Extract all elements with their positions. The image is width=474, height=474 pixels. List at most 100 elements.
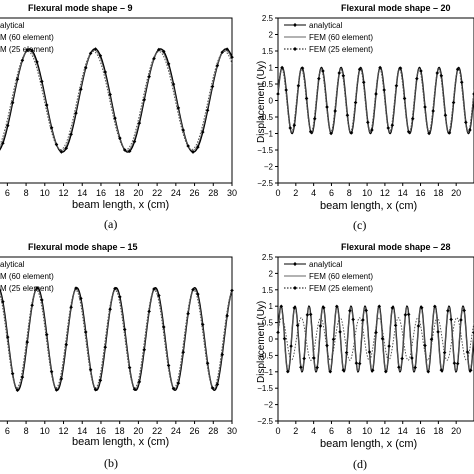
analytical-point	[171, 386, 176, 391]
x-tick-label: 14	[398, 188, 408, 198]
x-tick-label: 26	[190, 188, 200, 198]
analytical-point	[464, 120, 468, 125]
analytical-point	[353, 100, 358, 105]
x-tick-label: 8	[347, 426, 352, 436]
analytical-point	[98, 378, 103, 383]
analytical-point	[292, 306, 297, 310]
analytical-point	[345, 113, 350, 118]
analytical-point	[1, 141, 5, 146]
analytical-point	[367, 350, 372, 354]
analytical-point	[225, 47, 229, 52]
panel-d-xlabel: beam length, x (cm)	[320, 438, 418, 450]
analytical-point	[220, 352, 225, 357]
analytical-point	[468, 128, 472, 132]
analytical-point	[152, 287, 156, 291]
y-tick-label: 1.5	[262, 47, 274, 56]
analytical-point	[200, 130, 205, 134]
y-tick-label: 2.5	[262, 14, 274, 23]
analytical-point	[59, 150, 64, 154]
analytical-point	[312, 116, 317, 121]
analytical-point	[374, 330, 378, 335]
analytical-point	[5, 335, 10, 339]
analytical-point	[292, 123, 297, 128]
y-tick-label: −2	[264, 163, 274, 172]
analytical-point	[88, 367, 93, 372]
analytical-point	[325, 105, 329, 109]
analytical-point	[296, 83, 301, 88]
analytical-point	[423, 343, 427, 348]
y-tick-label: 2	[269, 31, 274, 40]
analytical-point	[122, 327, 127, 332]
analytical-point	[10, 100, 15, 105]
x-tick-label: 0	[275, 426, 280, 436]
legend-marker	[293, 262, 297, 266]
y-tick-label: −1	[264, 130, 274, 139]
analytical-point	[315, 365, 319, 370]
analytical-point	[442, 350, 447, 355]
analytical-point	[79, 87, 83, 92]
x-tick-label: 12	[59, 188, 69, 198]
y-tick-label: 0.5	[262, 80, 274, 89]
analytical-point	[402, 96, 407, 101]
analytical-point	[69, 305, 73, 310]
y-tick-label: −2.5	[257, 179, 273, 188]
analytical-point	[465, 350, 470, 354]
analytical-point	[286, 369, 290, 374]
analytical-point	[377, 304, 382, 309]
x-tick-label: 6	[329, 188, 334, 198]
legend-label: M (60 element)	[0, 33, 54, 42]
analytical-point	[171, 82, 176, 86]
analytical-point	[335, 304, 339, 309]
x-tick-label: 20	[133, 188, 143, 198]
x-tick-label: 28	[208, 188, 218, 198]
analytical-point	[5, 123, 10, 128]
x-tick-label: 2	[293, 188, 298, 198]
analytical-point	[370, 128, 374, 132]
y-tick-label: 2	[269, 269, 274, 278]
y-tick-label: −1.5	[257, 384, 273, 393]
analytical-point	[413, 365, 417, 370]
plot-frame	[0, 256, 233, 422]
analytical-point	[436, 330, 440, 334]
analytical-point	[308, 129, 313, 134]
x-tick-label: 20	[451, 188, 461, 198]
analytical-point	[186, 311, 190, 316]
analytical-point	[449, 317, 453, 322]
panel-d-caption: (d)	[353, 457, 367, 471]
analytical-point	[308, 312, 313, 317]
analytical-point	[191, 287, 195, 292]
analytical-point	[386, 126, 391, 130]
analytical-point	[423, 105, 427, 109]
analytical-point	[426, 369, 431, 374]
y-tick-label: 0	[269, 97, 274, 106]
analytical-point	[304, 96, 309, 101]
analytical-point	[380, 336, 385, 341]
analytical-point	[357, 67, 362, 72]
analytical-point	[25, 48, 30, 52]
legend-label: M (60 element)	[0, 272, 54, 281]
analytical-point	[74, 111, 78, 115]
x-tick-label: 0	[275, 188, 280, 198]
analytical-point	[54, 388, 59, 392]
panel-c-caption: (c)	[353, 218, 367, 232]
analytical-point	[142, 98, 147, 102]
x-tick-label: 2	[293, 426, 298, 436]
x-tick-label: 20	[451, 426, 461, 436]
analytical-point	[186, 144, 190, 148]
analytical-point	[321, 305, 326, 310]
analytical-point	[113, 286, 117, 291]
x-tick-label: 18	[115, 426, 125, 436]
analytical-point	[406, 129, 411, 134]
analytical-point	[344, 350, 349, 355]
x-tick-label: 24	[171, 426, 181, 436]
x-tick-label: 4	[311, 188, 316, 198]
analytical-point	[49, 369, 54, 374]
analytical-point	[462, 308, 466, 313]
x-tick-label: 6	[5, 188, 10, 198]
analytical-point	[35, 286, 39, 290]
legend-label: FEM (60 element)	[309, 272, 373, 281]
analytical-point	[341, 73, 346, 78]
analytical-point	[118, 295, 122, 299]
